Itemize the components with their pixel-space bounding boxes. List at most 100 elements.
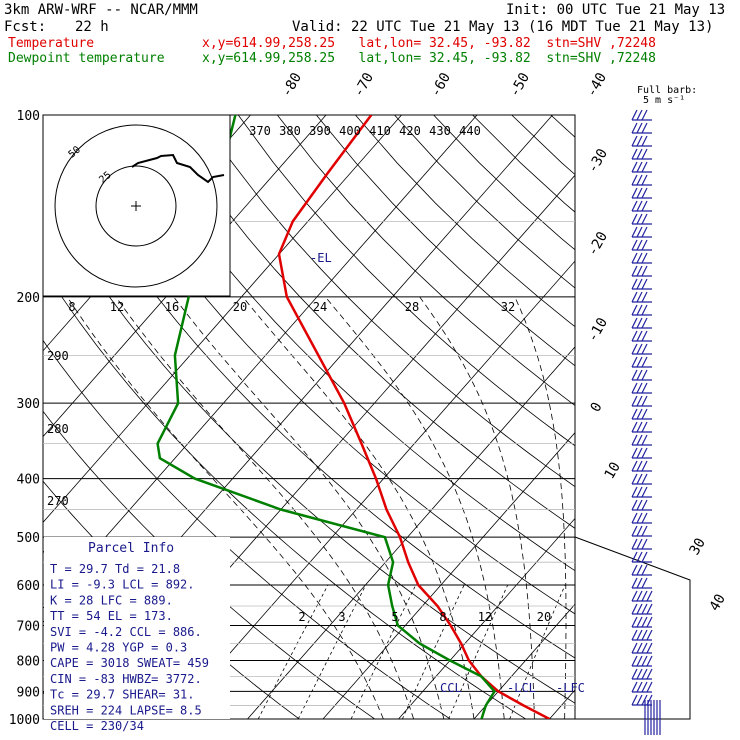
pressure-tick-label: 100 (17, 109, 40, 124)
wind-barb (631, 239, 652, 251)
temperature-tick-label: -60 (428, 70, 455, 100)
dry-adiabat-line (433, 115, 575, 251)
wind-barb (631, 447, 652, 459)
isotherm-line (43, 115, 327, 438)
temperature-tick-label: -80 (279, 70, 306, 100)
wind-barb (631, 122, 652, 134)
parcel-rows: T = 29.7 Td = 21.8 LI = -9.3 LCL = 892.K … (50, 562, 209, 733)
wind-barb (631, 343, 652, 355)
mixing-ratio-label: 8 (439, 610, 446, 624)
dry-adiabat-line (355, 115, 575, 328)
wind-barb (631, 135, 652, 147)
dry-adiabat-line (198, 115, 575, 488)
wind-barb (631, 694, 653, 706)
wind-barb (631, 161, 652, 173)
parcel-info-row: Tc = 29.7 SHEAR= 31. (50, 688, 195, 702)
dewpoint-location: x,y=614.99,258.25 lat,lon= 32.45, -93.82… (202, 51, 656, 66)
pressure-tick-label: 700 (17, 619, 40, 634)
wind-barb (631, 564, 652, 576)
wind-barb (631, 577, 652, 589)
isotherm-line (43, 115, 478, 609)
theta-label: 380 (279, 124, 301, 138)
temperature-tick-label: 0 (588, 400, 606, 415)
theta-label: 430 (429, 124, 451, 138)
dry-adiabat-line (629, 115, 740, 719)
lfc-marker: -LFC (556, 681, 585, 695)
mixing-ratio-label: 20 (537, 610, 551, 624)
parcel-info-row: CAPE = 3018 SWEAT= 459 (50, 656, 209, 670)
wind-barb (631, 330, 652, 342)
model-title: 3km ARW-WRF -- NCAR/MMM (4, 2, 198, 18)
pressure-tick-label: 400 (17, 473, 40, 488)
mixing-ratio-line (257, 584, 329, 719)
dry-adiabat-line (315, 115, 575, 367)
barb-legend-title: Full barb: (637, 85, 698, 96)
temperature-tick-label: 30 (687, 535, 709, 558)
temperature-tick-label: -30 (585, 146, 612, 176)
pressure-tick-label: 500 (17, 531, 40, 546)
pressure-tick-label: 1000 (9, 713, 40, 728)
temperature-tick-label: -10 (585, 315, 612, 345)
sounding-curves (156, 115, 551, 719)
temperature-series-line (277, 115, 551, 719)
isotherm-line (701, 115, 740, 719)
theta-label: 390 (309, 124, 331, 138)
temperature-tick-label: -50 (507, 70, 534, 100)
theta-left-label: 290 (47, 349, 69, 363)
parcel-info-row: CELL = 230/34 (50, 719, 144, 733)
wind-barb (631, 668, 653, 680)
parcel-info-box: Parcel Info T = 29.7 Td = 21.8 LI = -9.3 … (44, 537, 230, 733)
wind-barb (631, 590, 653, 602)
mixing-ratio-line (350, 584, 417, 719)
temperature-legend-label: Temperature (8, 36, 95, 51)
valid-time: Valid: 22 UTC Tue 21 May 13 (16 MDT Tue … (292, 19, 714, 35)
wind-barb (631, 642, 653, 654)
wind-barb (631, 187, 652, 199)
pressure-tick-label: 200 (17, 291, 40, 306)
parcel-info-row: PW = 4.28 YGP = 0.3 (50, 641, 187, 655)
isotherm-line (625, 115, 740, 719)
wind-barb (631, 174, 652, 186)
parcel-info-row: T = 29.7 Td = 21.8 (50, 562, 180, 576)
isotherm-line (473, 603, 575, 719)
wind-barb (631, 200, 652, 212)
moist-adiabat-label: 24 (313, 300, 327, 314)
wind-barbs (631, 109, 661, 735)
wind-barb (631, 356, 652, 368)
wind-barb (631, 434, 652, 446)
parcel-info-title: Parcel Info (88, 541, 174, 556)
theta-label: 410 (369, 124, 391, 138)
moist-adiabat-label: 12 (110, 300, 124, 314)
mixing-ratio-label: 2 (298, 610, 305, 624)
parcel-info-row: SVI = -4.2 CCL = 886. (50, 625, 202, 639)
isotherm-line (398, 517, 575, 719)
barb-legend-value: 5 m s⁻¹ (643, 95, 686, 106)
forecast-label: Fcst: (4, 19, 47, 35)
wind-barb (631, 616, 653, 628)
temperature-location: x,y=614.99,258.25 lat,lon= 32.45, -93.82… (202, 36, 656, 51)
parcel-info-row: SREH = 224 LAPSE= 8.5 (50, 703, 202, 717)
wind-barb (631, 304, 652, 316)
isotherm-line (247, 346, 575, 719)
ccl-marker: CCL (440, 681, 462, 695)
moist-adiabat-label: 16 (165, 300, 179, 314)
wind-barb (631, 486, 652, 498)
mixing-ratio-line (402, 584, 465, 719)
wind-barb (631, 473, 652, 485)
frame-extension (574, 536, 691, 720)
wind-barb (631, 278, 652, 290)
wind-barb (631, 395, 652, 407)
temperature-tick-label: -20 (585, 229, 612, 259)
temperature-tick-label: 10 (602, 459, 624, 482)
wind-barb (631, 629, 653, 641)
wind-barb (631, 655, 653, 667)
mixing-ratio-label: 12 (478, 610, 492, 624)
wind-barb (631, 148, 652, 160)
moist-adiabat-label: 32 (501, 300, 515, 314)
parcel-info-row: CIN = -83 HWBZ= 3772. (50, 672, 202, 686)
moist-adiabat-line (514, 296, 567, 719)
moist-adiabat-label: 20 (233, 300, 247, 314)
theta-left-label: 280 (47, 422, 69, 436)
wind-barb (631, 291, 652, 303)
